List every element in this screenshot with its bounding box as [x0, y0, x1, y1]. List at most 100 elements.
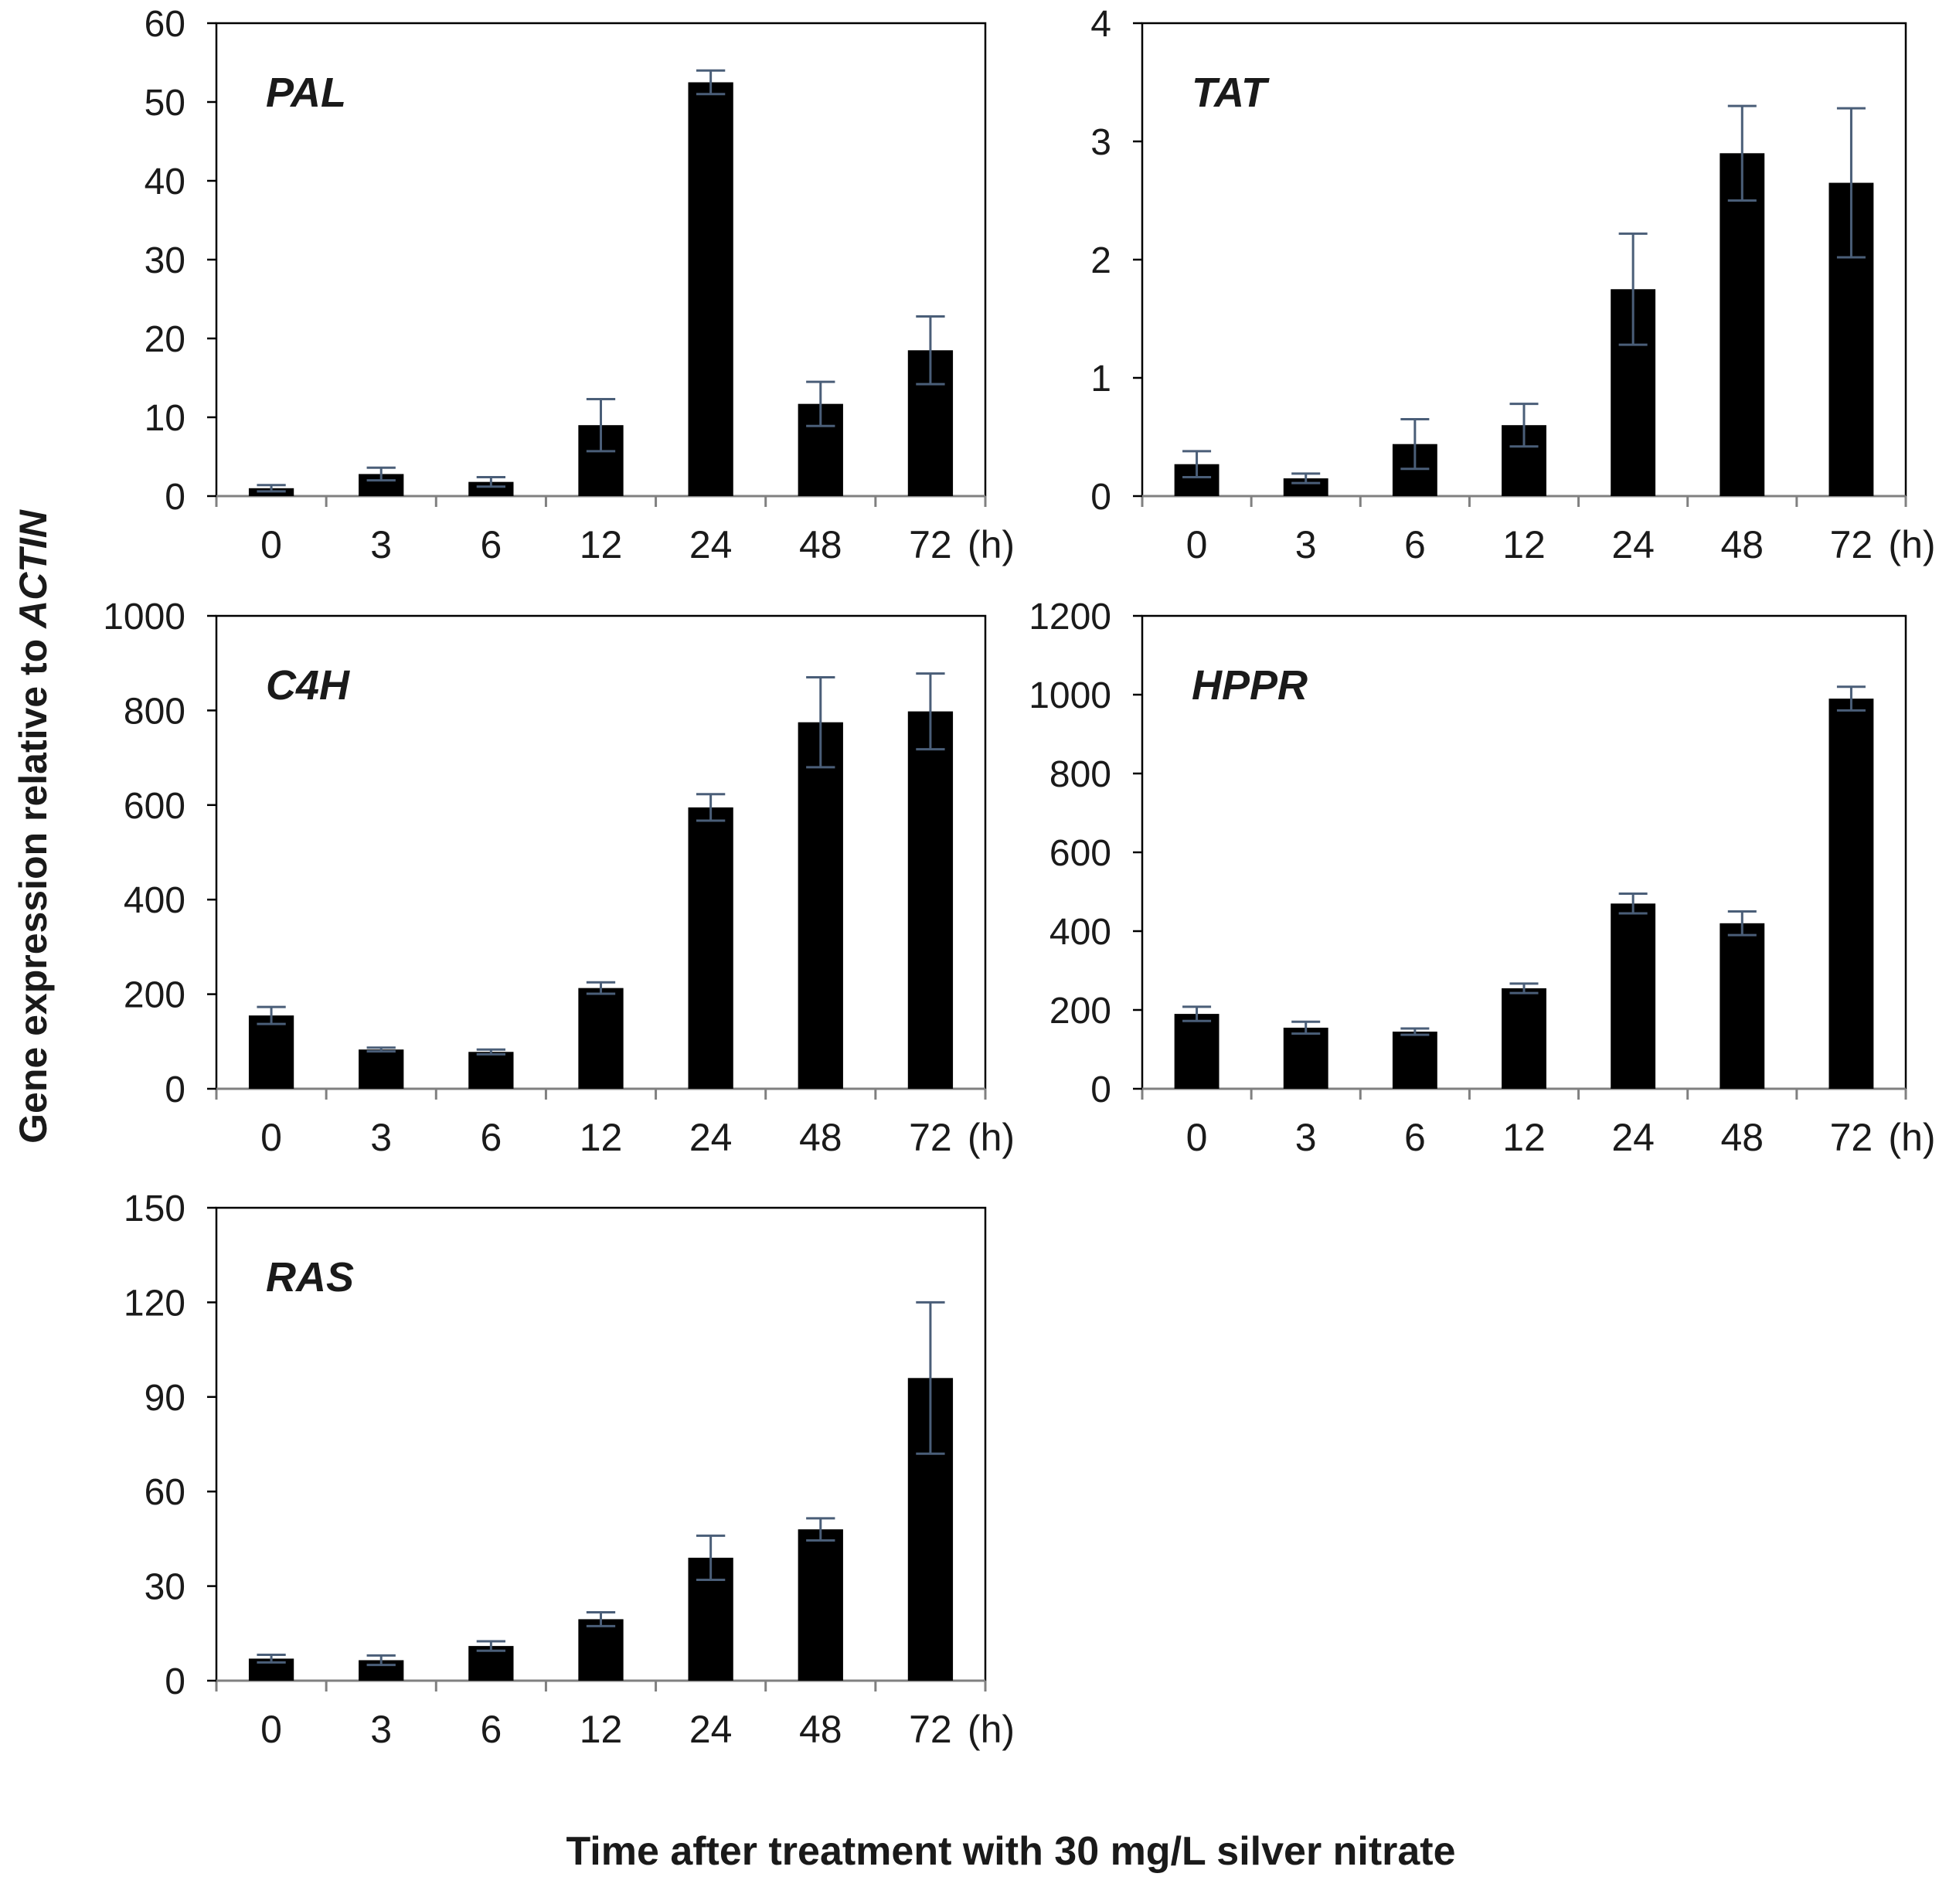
x-tick-label: 3: [370, 1116, 392, 1159]
x-tick-label: 48: [1720, 1116, 1764, 1159]
y-tick-label: 800: [124, 691, 185, 732]
chart-title: RAS: [266, 1254, 354, 1300]
x-tick-label: 24: [1611, 1116, 1655, 1159]
x-tick-label: 3: [1295, 1116, 1317, 1159]
x-tick-label: 48: [1720, 523, 1764, 566]
x-tick-label: 48: [799, 1116, 842, 1159]
x-tick-label: 6: [1404, 523, 1426, 566]
y-tick-label: 50: [145, 83, 185, 124]
bar-hppr-12h: [1502, 988, 1546, 1089]
bar-c4h-48h: [798, 722, 843, 1089]
y-tick-label: 0: [165, 1069, 185, 1110]
y-tick-label: 600: [124, 786, 185, 827]
y-tick-label: 30: [145, 240, 185, 281]
x-tick-label: 12: [580, 523, 623, 566]
y-tick-label: 1200: [1029, 597, 1111, 638]
y-tick-label: 400: [124, 880, 185, 921]
y-tick-label: 20: [145, 319, 185, 360]
y-tick-label: 800: [1049, 754, 1111, 795]
x-axis-label: Time after treatment with 30 mg/L silver…: [566, 1829, 1455, 1874]
x-unit-label: (h): [968, 523, 1015, 566]
x-tick-label: 3: [370, 1708, 392, 1751]
chart-pal: 0 10 20 30 40 50 60 0 3 6 12 24 48 72 (h) PAL: [145, 4, 1015, 566]
y-tick-label: 1000: [103, 597, 185, 638]
x-unit-label: (h): [968, 1116, 1015, 1159]
x-tick-label: 6: [480, 523, 502, 566]
chart-title: TAT: [1192, 70, 1270, 116]
bar-pal-6h: [468, 481, 514, 496]
y-tick-label: 2: [1090, 240, 1111, 281]
x-tick-label: 12: [1502, 1116, 1546, 1159]
x-tick-label: 0: [260, 1708, 282, 1751]
x-tick-label: 24: [1611, 523, 1655, 566]
y-tick-label: 400: [1049, 912, 1111, 953]
x-tick-label: 12: [580, 1116, 623, 1159]
y-tick-label: 200: [1049, 991, 1111, 1032]
bar-pal-24h: [688, 82, 733, 496]
y-tick-label: 1000: [1029, 675, 1111, 716]
bar-c4h-6h: [468, 1052, 514, 1089]
bar-hppr-48h: [1720, 923, 1765, 1089]
y-tick-label: 150: [124, 1188, 185, 1229]
y-tick-label: 60: [145, 1472, 185, 1513]
y-tick-label: 0: [165, 477, 185, 518]
y-tick-label: 1: [1090, 359, 1111, 400]
y-tick-label: 120: [124, 1283, 185, 1324]
y-tick-label: 600: [1049, 833, 1111, 874]
x-tick-label: 72: [909, 1708, 952, 1751]
chart-title: HPPR: [1192, 662, 1308, 709]
x-tick-label: 24: [689, 1708, 733, 1751]
y-tick-label: 10: [145, 398, 185, 439]
x-unit-label: (h): [1888, 1116, 1935, 1159]
chart-c4h: 0 200 400 600 800 1000 0 3 6 12 24 48 72 (h) C4H: [103, 597, 1015, 1159]
bar-hppr-3h: [1283, 1027, 1328, 1089]
x-unit-label: (h): [1888, 523, 1935, 566]
x-tick-label: 0: [260, 523, 282, 566]
x-tick-label: 24: [689, 523, 733, 566]
x-tick-label: 72: [909, 523, 952, 566]
x-tick-label: 3: [370, 523, 392, 566]
y-tick-label: 30: [145, 1567, 185, 1608]
bar-c4h-72h: [907, 711, 954, 1089]
x-tick-label: 6: [480, 1708, 502, 1751]
x-tick-label: 72: [909, 1116, 952, 1159]
chart-title: PAL: [266, 70, 346, 116]
bar-c4h-24h: [688, 807, 733, 1089]
bar-hppr-24h: [1611, 903, 1656, 1089]
chart-title: C4H: [266, 662, 350, 709]
x-tick-label: 48: [799, 523, 842, 566]
bar-tat-48h: [1720, 153, 1765, 497]
y-axis-label-gene: ACTIN: [12, 509, 55, 630]
bar-c4h-12h: [578, 988, 624, 1089]
x-tick-label: 0: [1186, 1116, 1208, 1159]
x-tick-label: 72: [1830, 523, 1873, 566]
x-tick-label: 6: [1404, 1116, 1426, 1159]
y-tick-label: 40: [145, 162, 185, 202]
y-tick-label: 90: [145, 1378, 185, 1419]
x-tick-label: 12: [1502, 523, 1546, 566]
bar-hppr-72h: [1828, 699, 1874, 1089]
y-tick-label: 4: [1090, 4, 1111, 45]
y-axis-label: Gene expression relative to ACTIN: [12, 509, 55, 1144]
x-tick-label: 3: [1295, 523, 1317, 566]
chart-ras: 0 30 60 90 120 150 0 3 6 12 24 48 72 (h) RAS: [124, 1188, 1015, 1751]
x-tick-label: 24: [689, 1116, 733, 1159]
bar-ras-12h: [578, 1619, 624, 1681]
x-tick-label: 0: [260, 1116, 282, 1159]
y-tick-label: 0: [1090, 1069, 1111, 1110]
x-unit-label: (h): [968, 1708, 1015, 1751]
bar-ras-48h: [798, 1529, 843, 1681]
x-tick-label: 12: [580, 1708, 623, 1751]
y-tick-label: 200: [124, 975, 185, 1016]
chart-hppr: 0 200 400 600 800 1000 1200 0 3 6 12 24 48 72 (h) HPPR: [1029, 597, 1935, 1159]
y-tick-label: 3: [1090, 122, 1111, 163]
bar-hppr-0h: [1174, 1014, 1220, 1089]
y-tick-label: 0: [1090, 477, 1111, 518]
x-tick-label: 72: [1830, 1116, 1873, 1159]
x-tick-label: 6: [480, 1116, 502, 1159]
bar-c4h-3h: [359, 1049, 404, 1089]
x-tick-label: 0: [1186, 523, 1208, 566]
